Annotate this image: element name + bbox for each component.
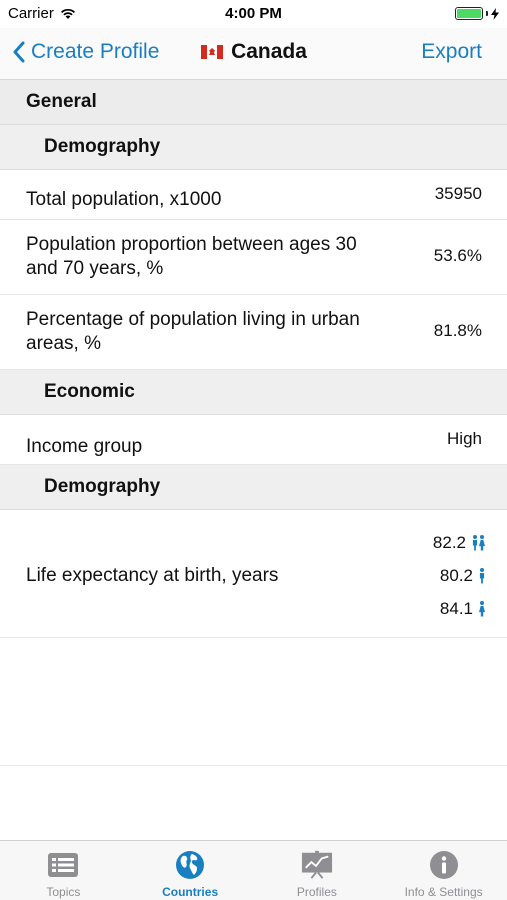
globe-icon: [174, 849, 206, 881]
divider: [0, 765, 507, 766]
navigation-bar: Create Profile Canada Export: [0, 28, 507, 80]
canada-flag-icon: [201, 45, 224, 59]
tab-profiles[interactable]: Profiles: [254, 841, 381, 900]
tab-label: Profiles: [296, 885, 337, 899]
life-expectancy-male: 80.2: [433, 559, 485, 592]
life-expectancy-both: 82.2: [433, 526, 485, 559]
row-label: Percentage of population living in urban…: [26, 309, 360, 354]
battery-icon: [455, 7, 499, 20]
subsection-header-demography-2: Demography: [0, 465, 507, 510]
charging-icon: [491, 7, 499, 20]
carrier-info: Carrier: [8, 5, 76, 22]
row-label: Income group: [26, 436, 143, 457]
wifi-icon: [60, 8, 75, 19]
profile-content[interactable]: General Demography Total population, x10…: [0, 80, 507, 638]
row-value: 53.6%: [433, 246, 482, 265]
table-row-total-population: Total population, x1000 35950: [0, 170, 507, 220]
table-row-life-expectancy: Life expectancy at birth, years 82.2 80.…: [0, 510, 507, 638]
section-header-general: General: [0, 80, 507, 125]
life-expectancy-female: 84.1: [433, 592, 485, 625]
tab-topics[interactable]: Topics: [0, 841, 127, 900]
life-expectancy-both-value: 82.2: [432, 532, 466, 552]
table-row-urban-population: Percentage of population living in urban…: [0, 295, 507, 370]
status-bar: Carrier 4:00 PM: [0, 0, 507, 28]
back-button[interactable]: Create Profile: [12, 40, 159, 64]
carrier-label: Carrier: [8, 5, 54, 22]
presentation-chart-icon: [301, 849, 333, 881]
tab-label: Info & Settings: [404, 885, 483, 899]
row-label: Life expectancy at birth, years: [26, 565, 279, 586]
tab-info-settings[interactable]: Info & Settings: [380, 841, 507, 900]
topics-icon: [47, 849, 79, 881]
table-row-income-group: Income group High: [0, 415, 507, 465]
row-value: 35950: [434, 184, 482, 203]
page-title: Canada: [0, 40, 507, 64]
export-button[interactable]: Export: [421, 40, 482, 63]
subsection-header-economic: Economic: [0, 370, 507, 415]
tab-label: Countries: [162, 885, 219, 899]
info-icon: [428, 849, 460, 881]
tab-countries[interactable]: Countries: [127, 841, 254, 900]
male-icon: [479, 567, 485, 584]
row-value: High: [447, 429, 482, 448]
female-icon: [479, 600, 485, 617]
status-time: 4:00 PM: [225, 5, 282, 22]
tab-label: Topics: [46, 885, 81, 899]
back-button-label: Create Profile: [31, 40, 160, 63]
tab-bar: Topics Countries Profiles: [0, 840, 507, 900]
both-sexes-icon: [472, 534, 485, 551]
chevron-left-icon: [13, 41, 25, 63]
life-expectancy-female-value: 84.1: [439, 598, 473, 618]
subsection-header-demography: Demography: [0, 125, 507, 170]
row-label: Total population, x1000: [26, 189, 222, 210]
life-expectancy-male-value: 80.2: [439, 565, 473, 585]
life-expectancy-values: 82.2 80.2 84.1: [433, 526, 485, 625]
country-name: Canada: [231, 40, 307, 63]
table-row-population-proportion: Population proportion between ages 30 an…: [0, 220, 507, 295]
row-value: 81.8%: [433, 321, 482, 340]
row-label: Population proportion between ages 30 an…: [26, 234, 357, 279]
